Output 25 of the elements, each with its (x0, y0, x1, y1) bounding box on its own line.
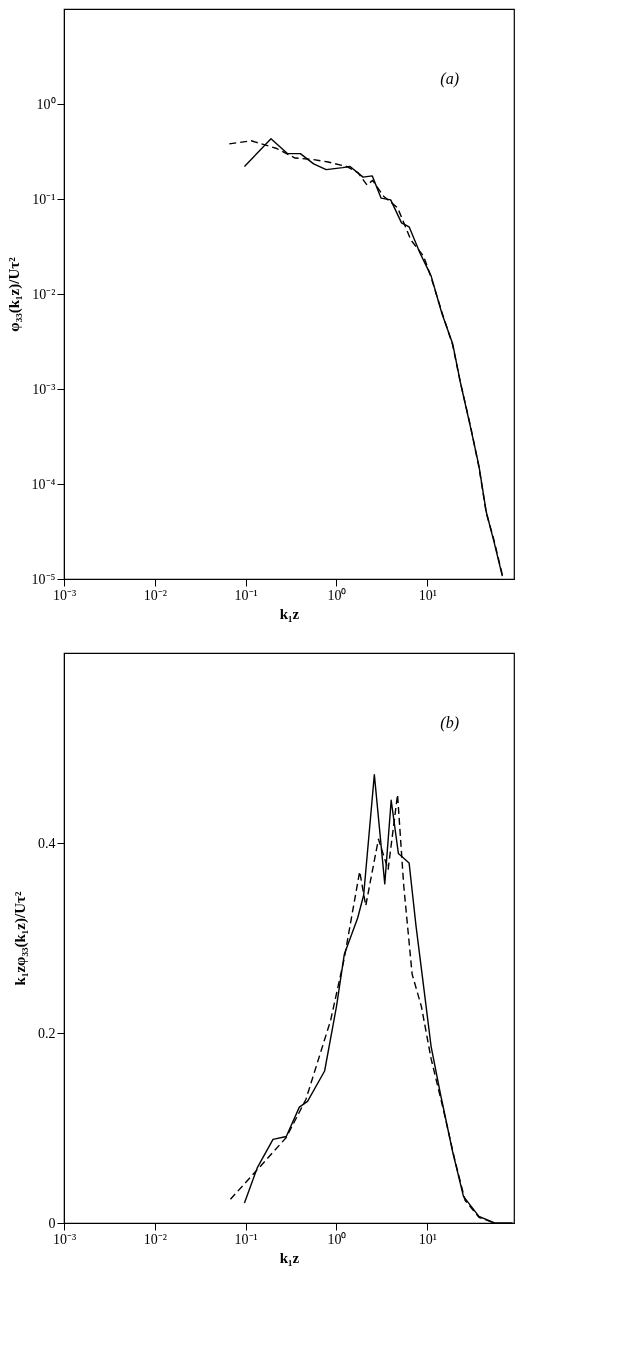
x-tick-label: 10⁻³ (52, 1231, 77, 1247)
y-axis-title: k₁zφ₃₃(k₁z)/Uτ² (12, 891, 29, 986)
y-tick-label: 0.2 (38, 1025, 56, 1041)
x-tick-label: 10¹ (418, 587, 437, 603)
x-tick-label: 10⁰ (327, 1231, 347, 1247)
y-tick-label: 10⁰ (36, 96, 56, 112)
x-tick-label: 10⁻² (143, 587, 167, 603)
x-tick-label: 10⁰ (327, 587, 347, 603)
annotation: (a) (440, 70, 459, 88)
x-tick-label: 10⁻³ (52, 587, 77, 603)
y-tick-label: 10⁻⁵ (31, 571, 56, 587)
y-axis-title: φ₃₃(k₁z)/Uτ² (5, 256, 23, 332)
y-tick-label: 10⁻⁴ (31, 476, 56, 492)
x-axis-title: k₁z (279, 605, 300, 622)
y-tick-label: 0 (48, 1215, 56, 1231)
annotation: (b) (440, 714, 459, 732)
x-tick-label: 10⁻² (143, 1231, 167, 1247)
x-tick-label: 10¹ (418, 1231, 437, 1247)
y-tick-label: 10⁻² (32, 286, 56, 302)
y-tick-label: 10⁻¹ (32, 191, 56, 207)
x-tick-label: 10⁻¹ (234, 587, 258, 603)
x-tick-label: 10⁻¹ (234, 1231, 258, 1247)
y-tick-label: 0.4 (38, 835, 56, 851)
y-tick-label: 10⁻³ (32, 381, 56, 397)
x-axis-title: k₁z (279, 1249, 300, 1266)
